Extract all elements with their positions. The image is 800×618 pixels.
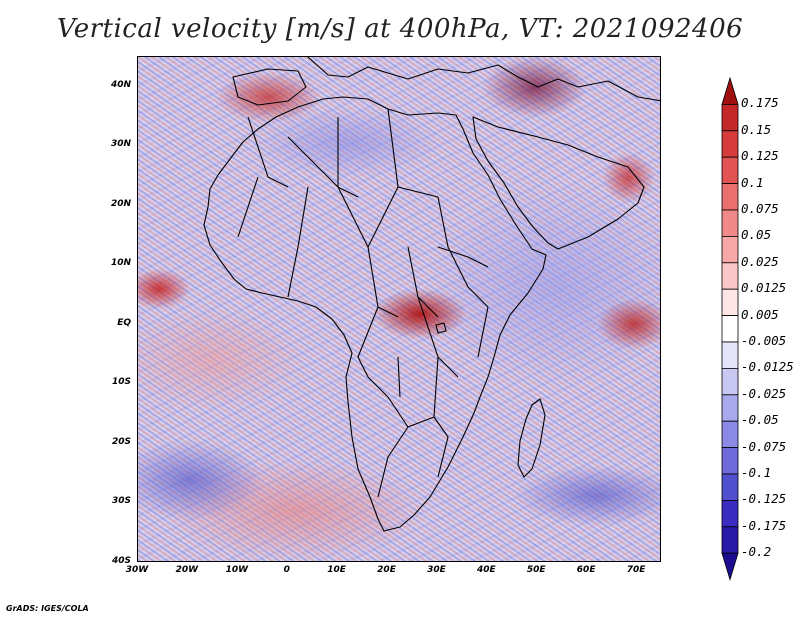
lat-label-10s: 10S: [111, 377, 131, 388]
lat-label-20s: 20S: [111, 436, 131, 447]
madagascar-coastline: [517, 398, 546, 478]
lon-label-0: 0: [283, 565, 290, 575]
grads-credit: GrADS: IGES/COLA: [6, 604, 89, 613]
colorbar-level-label: 0.025: [741, 253, 779, 269]
colorbar-level-label: -0.025: [741, 385, 787, 401]
colorbar-bin: [721, 367, 739, 396]
colorbar-bin: [721, 262, 739, 290]
colorbar-level-label: -0.125: [741, 491, 787, 507]
colorbar-bin: [721, 394, 739, 422]
colorbar-bin: [721, 499, 739, 528]
colorbar-level-label: 0.075: [741, 201, 779, 216]
lat-label-30s: 30S: [111, 496, 131, 507]
colorbar-bin: [721, 235, 739, 264]
lat-label-40s: 40S: [111, 556, 131, 566]
colorbar-top-arrow: [721, 76, 739, 105]
arabia-coastline: [472, 116, 645, 250]
colorbar-level-label: -0.075: [741, 438, 787, 454]
europe-coastline: [307, 57, 660, 102]
iberia-coastline: [232, 68, 307, 106]
lon-label-10e: 10E: [327, 565, 346, 575]
colorbar-level-label: -0.175: [741, 517, 787, 533]
lon-label-60e: 60E: [576, 565, 596, 575]
colorbar-bottom-arrow: [721, 552, 739, 581]
colorbar-level-label: 0.1: [741, 174, 764, 190]
africa-coastline: [203, 96, 547, 532]
lat-label-30n: 30N: [110, 139, 131, 150]
colorbar-bin: [721, 104, 739, 132]
lon-label-70e: 70E: [626, 565, 646, 575]
lon-label-20e: 20E: [377, 565, 396, 575]
lon-label-30w: 30W: [125, 565, 149, 575]
colorbar-bin: [721, 315, 739, 343]
colorbar-level-label: 0.005: [741, 306, 779, 322]
colorbar-level-label: -0.05: [741, 412, 779, 428]
africa-vertical-velocity-map: [137, 56, 661, 562]
lon-label-20w: 20W: [175, 565, 199, 575]
colorbar-bin: [721, 130, 739, 158]
colorbar-bin: [721, 341, 739, 369]
colorbar-level-label: 0.05: [741, 227, 772, 243]
colorbar-level-label: 0.0125: [741, 280, 787, 296]
colorbar-level-label: -0.0125: [741, 359, 794, 375]
colorbar-bin: [721, 288, 739, 317]
colorbar-bin: [721, 209, 739, 237]
lon-label-10w: 10W: [225, 565, 249, 575]
colorbar-level-label: 0.175: [741, 95, 779, 111]
colorbar-level-label: -0.005: [741, 333, 787, 348]
lat-label-10n: 10N: [110, 258, 131, 269]
national-borders: [237, 108, 489, 498]
colorbar-level-label: 0.15: [741, 121, 772, 137]
map-title: Vertical velocity [m/s] at 400hPa, VT: 2…: [56, 14, 744, 44]
lat-label-eq: EQ: [117, 317, 131, 328]
colorbar-bin: [721, 447, 739, 475]
lat-label-20n: 20N: [110, 198, 131, 209]
lon-label-50e: 50E: [526, 565, 546, 575]
colorbar-bin: [721, 156, 739, 184]
lon-label-40e: 40E: [476, 565, 496, 575]
lake-victoria: [435, 322, 447, 334]
colorbar-bin: [721, 526, 739, 554]
lon-label-30e: 30E: [427, 565, 446, 575]
colorbar-bin: [721, 420, 739, 449]
colorbar-level-label: 0.125: [741, 148, 779, 164]
colorbar-level-label: -0.2: [741, 544, 772, 560]
lat-label-40n: 40N: [110, 79, 131, 90]
coastline-and-borders: [203, 57, 660, 532]
colorbar-level-label: -0.1: [741, 465, 772, 480]
colorbar-bin: [721, 183, 739, 211]
colorbar-bin: [721, 473, 739, 501]
